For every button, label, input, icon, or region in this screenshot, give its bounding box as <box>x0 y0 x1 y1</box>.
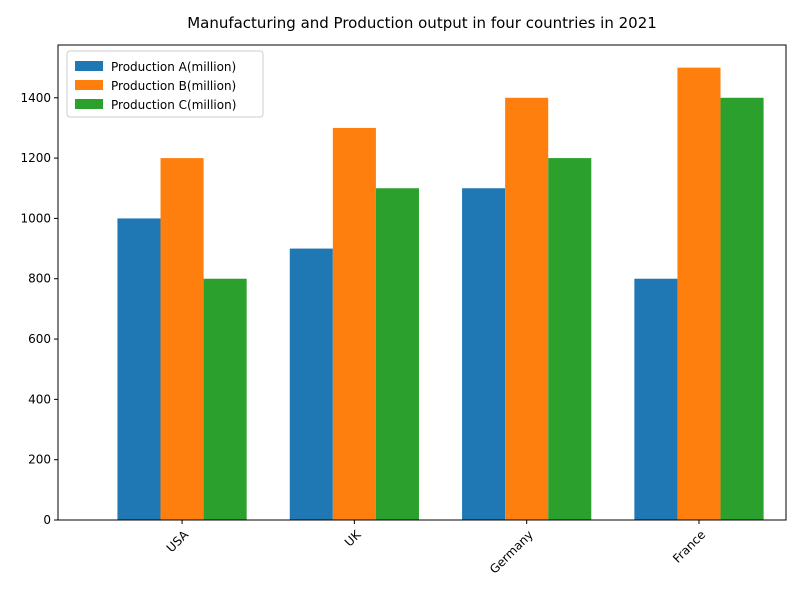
y-tick-label: 1000 <box>20 211 51 225</box>
y-tick-label: 800 <box>28 272 51 286</box>
legend: Production A(million) Production B(millio… <box>66 50 264 118</box>
y-tick-label: 400 <box>28 392 51 406</box>
chart-title: Manufacturing and Production output in f… <box>187 14 657 32</box>
legend-box <box>66 50 264 118</box>
bar-3-usa <box>203 278 247 520</box>
legend-label-3: Production C(million) <box>111 98 236 112</box>
legend-swatch-2 <box>75 80 103 90</box>
y-tick-label: 600 <box>28 332 51 346</box>
bar-1-uk <box>289 248 333 521</box>
bar-2-usa <box>160 158 204 520</box>
y-tick-label: 0 <box>43 513 51 527</box>
bar-1-germany <box>462 188 506 520</box>
bar-3-germany <box>548 158 592 520</box>
bar-1-france <box>634 278 678 520</box>
y-tick-label: 1400 <box>20 91 51 105</box>
bar-3-uk <box>375 188 419 520</box>
x-tick-label-usa: USA <box>164 527 192 555</box>
legend-swatch-1 <box>75 61 103 71</box>
x-tick-label-germany: Germany <box>487 528 536 577</box>
y-tick-label: 200 <box>28 453 51 467</box>
x-tick-label-uk: UK <box>342 527 364 549</box>
bar-1-usa <box>117 218 161 520</box>
y-tick-label: 1200 <box>20 151 51 165</box>
legend-label-2: Production B(million) <box>111 79 236 93</box>
bars-group <box>117 67 764 521</box>
legend-swatch-3 <box>75 99 103 109</box>
x-tick-label-france: France <box>670 528 708 566</box>
bar-2-france <box>677 67 721 520</box>
bar-3-france <box>720 97 764 521</box>
bar-2-germany <box>505 97 549 521</box>
plot-frame <box>57 44 787 521</box>
bar-2-uk <box>332 127 376 520</box>
legend-label-1: Production A(million) <box>111 60 236 74</box>
